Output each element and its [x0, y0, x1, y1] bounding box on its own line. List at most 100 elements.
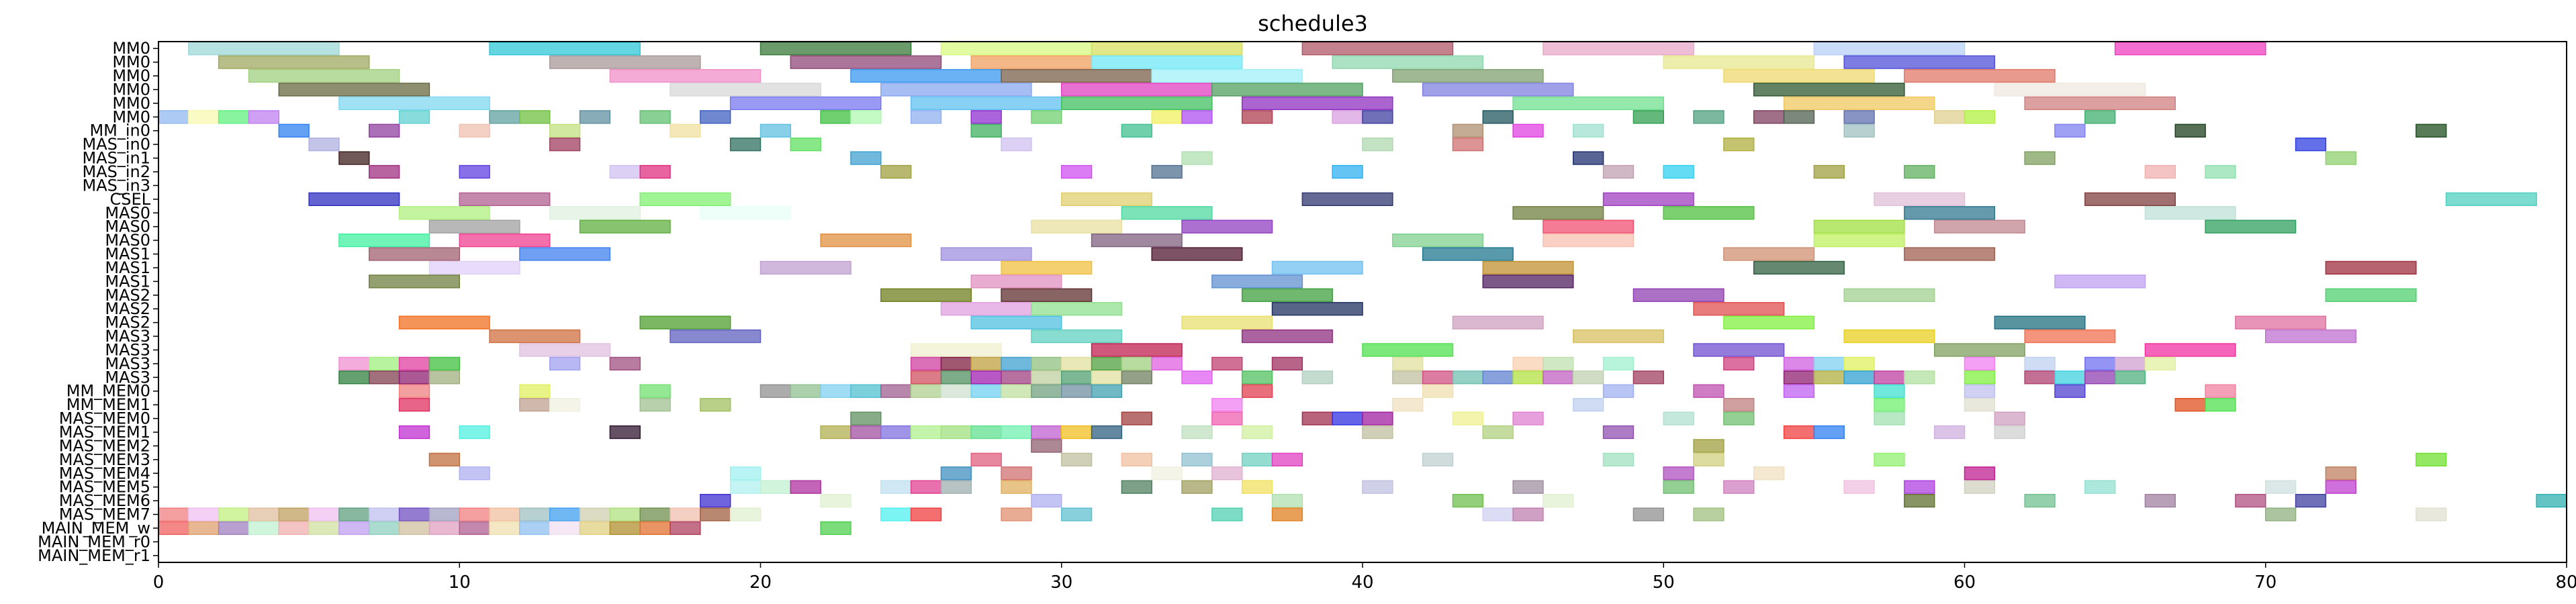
task-bar: [1121, 206, 1213, 220]
task-bar: [369, 274, 461, 289]
task-bar: [1482, 507, 1514, 521]
y-tick-label: MM0: [112, 66, 150, 85]
task-bar: [2114, 356, 2146, 371]
task-bar: [760, 123, 792, 138]
task-bar: [1061, 356, 1093, 371]
task-bar: [1211, 83, 1363, 97]
task-bar: [820, 493, 852, 508]
task-bar: [1543, 42, 1694, 56]
task-bar: [1874, 370, 1905, 385]
task-bar: [1031, 110, 1062, 124]
task-bar: [1001, 480, 1032, 494]
task-bar: [1602, 384, 1635, 398]
task-bar: [158, 521, 189, 536]
task-bar: [1211, 507, 1243, 521]
task-bar: [1512, 206, 1604, 220]
task-bar: [459, 425, 490, 440]
task-bar: [248, 521, 280, 536]
task-bar: [398, 521, 430, 536]
task-bar: [1452, 411, 1484, 425]
task-bar: [1151, 356, 1183, 371]
task-bar: [2416, 123, 2447, 138]
task-bar: [1813, 425, 1845, 440]
task-bar: [700, 507, 731, 521]
task-bar: [1422, 83, 1574, 97]
task-bar: [910, 507, 942, 521]
task-bar: [2144, 493, 2176, 508]
task-bar: [639, 164, 671, 179]
task-bar: [218, 521, 250, 536]
task-bar: [398, 315, 490, 330]
task-bar: [579, 110, 611, 124]
task-bar: [2235, 315, 2327, 330]
task-bar: [1663, 164, 1694, 179]
task-bar: [1573, 123, 1604, 138]
task-bar: [369, 370, 400, 385]
task-bar: [609, 68, 762, 83]
task-bar: [1362, 138, 1393, 152]
task-bar: [940, 302, 1032, 316]
task-bar: [1091, 343, 1183, 357]
task-bar: [700, 398, 731, 412]
x-tick-label: 0: [153, 572, 165, 593]
chart-title: schedule3: [1258, 11, 1368, 36]
task-bar: [1632, 110, 1665, 124]
task-bar: [2144, 343, 2236, 357]
task-bar: [1543, 233, 1635, 248]
task-bar: [1392, 356, 1424, 371]
y-tick-label: MAS3: [105, 354, 150, 373]
task-bar: [2084, 480, 2116, 494]
x-tick-label: 50: [1653, 572, 1675, 593]
task-bar: [1211, 411, 1243, 425]
task-bar: [639, 192, 731, 206]
task-bar: [1181, 452, 1213, 466]
task-bar: [1362, 411, 1393, 425]
task-bar: [1843, 356, 1875, 371]
task-bar: [1392, 233, 1484, 248]
task-bar: [428, 356, 460, 371]
task-bar: [1573, 370, 1604, 385]
task-bar: [1121, 370, 1152, 385]
task-bar: [218, 55, 370, 69]
task-bar: [910, 110, 942, 124]
y-tick-label: MAS_MEM2: [59, 436, 150, 455]
task-bar: [1271, 302, 1363, 316]
task-bar: [2054, 384, 2086, 398]
task-bar: [459, 233, 551, 248]
task-bar: [850, 68, 1002, 83]
task-bar: [1693, 439, 1724, 453]
task-bar: [1933, 219, 2025, 234]
plot-frame: [158, 41, 2567, 563]
task-bar: [1151, 466, 1183, 481]
task-bar: [2325, 151, 2356, 165]
task-bar: [1723, 398, 1755, 412]
task-bar: [549, 521, 581, 536]
task-bar: [1843, 329, 1935, 344]
task-bar: [1061, 384, 1093, 398]
task-bar: [639, 384, 671, 398]
task-bar: [188, 521, 220, 536]
task-bar: [940, 384, 972, 398]
task-bar: [2325, 288, 2417, 302]
task-bar: [1332, 411, 1363, 425]
task-bar: [1271, 507, 1303, 521]
task-bar: [2265, 329, 2356, 344]
task-bar: [1181, 425, 1213, 440]
x-tick-label: 30: [1050, 572, 1072, 593]
task-bar: [1994, 315, 2086, 330]
task-bar: [1482, 274, 1574, 289]
task-bar: [1091, 55, 1243, 69]
task-bar: [1723, 480, 1755, 494]
task-bar: [1964, 480, 1996, 494]
task-bar: [1543, 219, 1635, 234]
task-bar: [218, 110, 250, 124]
task-bar: [820, 384, 852, 398]
task-bar: [1271, 260, 1363, 275]
task-bar: [1512, 356, 1544, 371]
task-bar: [1181, 370, 1213, 385]
task-bar: [970, 425, 1002, 440]
task-bar: [519, 384, 551, 398]
task-bar: [1121, 123, 1152, 138]
task-bar: [1392, 68, 1544, 83]
